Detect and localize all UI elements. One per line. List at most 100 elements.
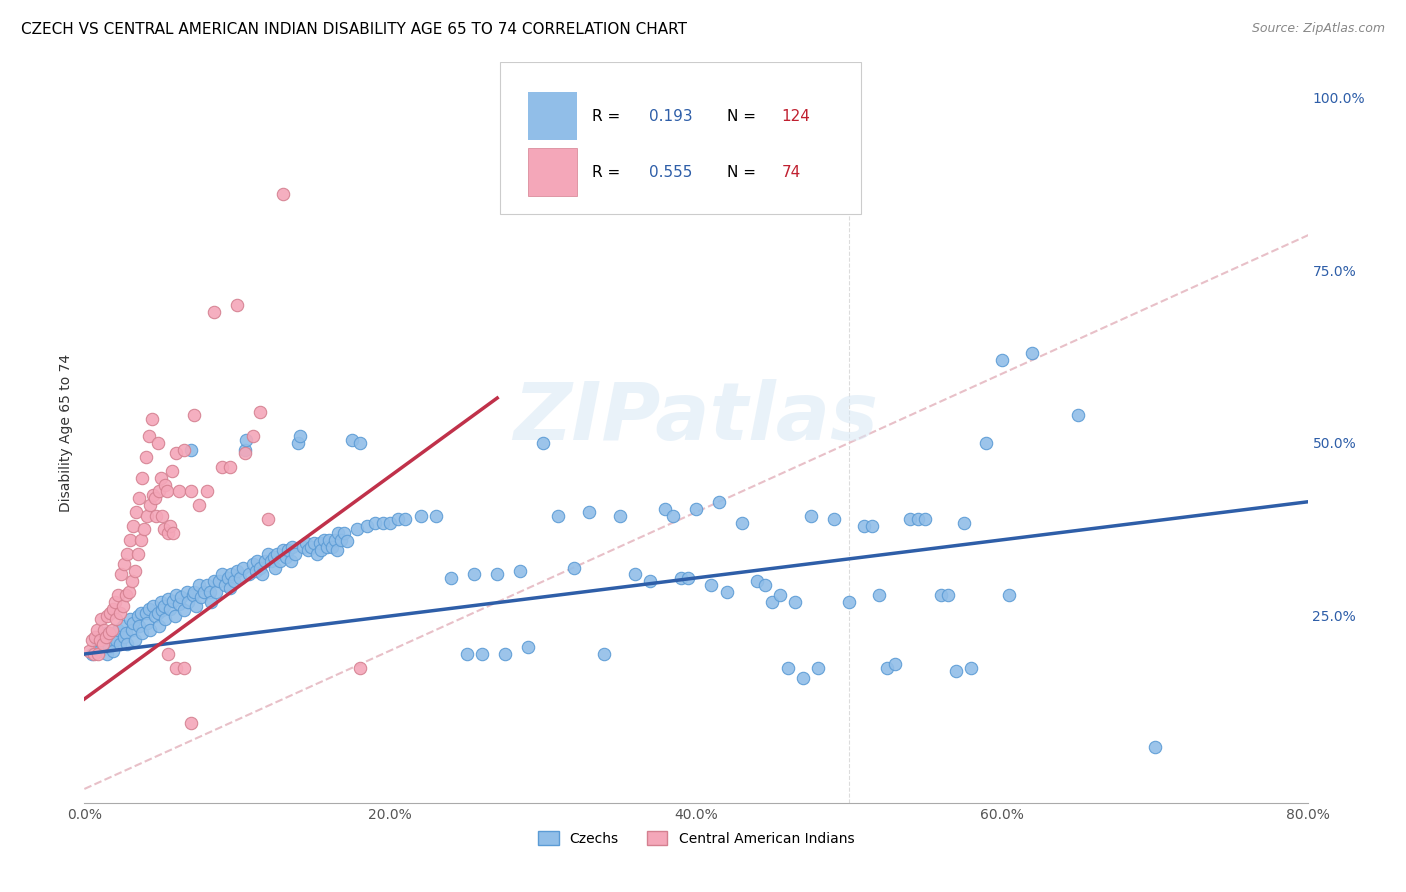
Point: [316, 540, 339, 554]
Point: [156, 484, 179, 499]
Point: [425, 508, 447, 523]
Point: [143, 609, 166, 624]
Point: [229, 571, 252, 585]
Text: N =: N =: [727, 164, 761, 179]
Point: [141, 411, 163, 425]
Point: [860, 519, 883, 533]
Point: [314, 533, 336, 547]
Point: [86, 623, 108, 637]
Point: [776, 661, 799, 675]
Point: [249, 560, 271, 574]
Point: [952, 516, 974, 530]
Point: [138, 429, 160, 443]
Point: [769, 588, 792, 602]
Point: [101, 623, 124, 637]
Point: [349, 661, 371, 675]
Point: [91, 637, 114, 651]
Point: [176, 584, 198, 599]
Point: [132, 523, 155, 537]
Point: [93, 623, 115, 637]
Point: [321, 540, 343, 554]
Point: [371, 516, 394, 530]
Point: [349, 436, 371, 450]
Point: [149, 470, 172, 484]
Point: [97, 626, 120, 640]
Point: [232, 560, 254, 574]
Point: [486, 567, 509, 582]
Point: [214, 578, 236, 592]
Point: [202, 574, 225, 589]
Point: [211, 567, 233, 582]
Point: [173, 661, 195, 675]
Text: Source: ZipAtlas.com: Source: ZipAtlas.com: [1251, 22, 1385, 36]
Point: [114, 626, 136, 640]
Point: [380, 516, 402, 530]
Point: [593, 647, 616, 661]
Point: [89, 633, 111, 648]
Point: [165, 446, 187, 460]
Point: [295, 536, 318, 550]
Point: [463, 567, 485, 582]
Point: [747, 574, 769, 589]
Point: [77, 643, 100, 657]
Point: [269, 554, 291, 568]
Point: [114, 588, 136, 602]
Point: [907, 512, 929, 526]
Point: [118, 584, 141, 599]
Point: [157, 591, 180, 606]
Point: [494, 647, 516, 661]
Text: R =: R =: [592, 164, 626, 179]
Point: [120, 612, 142, 626]
Point: [122, 519, 145, 533]
Point: [364, 516, 387, 530]
Point: [838, 595, 860, 609]
Point: [311, 543, 333, 558]
Point: [195, 578, 218, 592]
Point: [284, 547, 307, 561]
Point: [94, 630, 117, 644]
Point: [120, 533, 142, 547]
Point: [387, 512, 409, 526]
FancyBboxPatch shape: [501, 62, 860, 214]
Text: ZIPatlas: ZIPatlas: [513, 379, 879, 457]
Point: [211, 460, 233, 475]
Point: [257, 512, 280, 526]
Point: [853, 519, 876, 533]
Point: [131, 626, 153, 640]
Point: [128, 491, 150, 506]
Point: [104, 630, 127, 644]
Text: CZECH VS CENTRAL AMERICAN INDIAN DISABILITY AGE 65 TO 74 CORRELATION CHART: CZECH VS CENTRAL AMERICAN INDIAN DISABIL…: [21, 22, 688, 37]
Point: [181, 588, 204, 602]
Point: [121, 574, 143, 589]
Point: [115, 547, 138, 561]
Point: [188, 578, 211, 592]
Point: [638, 574, 661, 589]
Point: [456, 647, 478, 661]
Point: [183, 409, 205, 423]
Point: [136, 615, 159, 630]
Point: [208, 574, 231, 589]
Point: [148, 619, 170, 633]
Point: [292, 540, 315, 554]
Point: [440, 571, 463, 585]
Point: [110, 567, 132, 582]
Point: [266, 547, 288, 561]
Point: [122, 615, 145, 630]
Point: [124, 633, 146, 648]
Point: [346, 523, 368, 537]
Point: [139, 623, 162, 637]
Point: [253, 554, 276, 568]
Point: [107, 623, 129, 637]
Point: [1021, 346, 1043, 360]
Point: [112, 630, 135, 644]
Point: [785, 595, 807, 609]
Point: [86, 633, 108, 648]
Point: [471, 647, 494, 661]
Point: [115, 637, 138, 651]
Point: [90, 612, 112, 626]
Point: [325, 543, 347, 558]
Point: [184, 599, 207, 613]
Point: [180, 484, 202, 499]
Point: [260, 554, 283, 568]
Text: R =: R =: [592, 109, 626, 124]
